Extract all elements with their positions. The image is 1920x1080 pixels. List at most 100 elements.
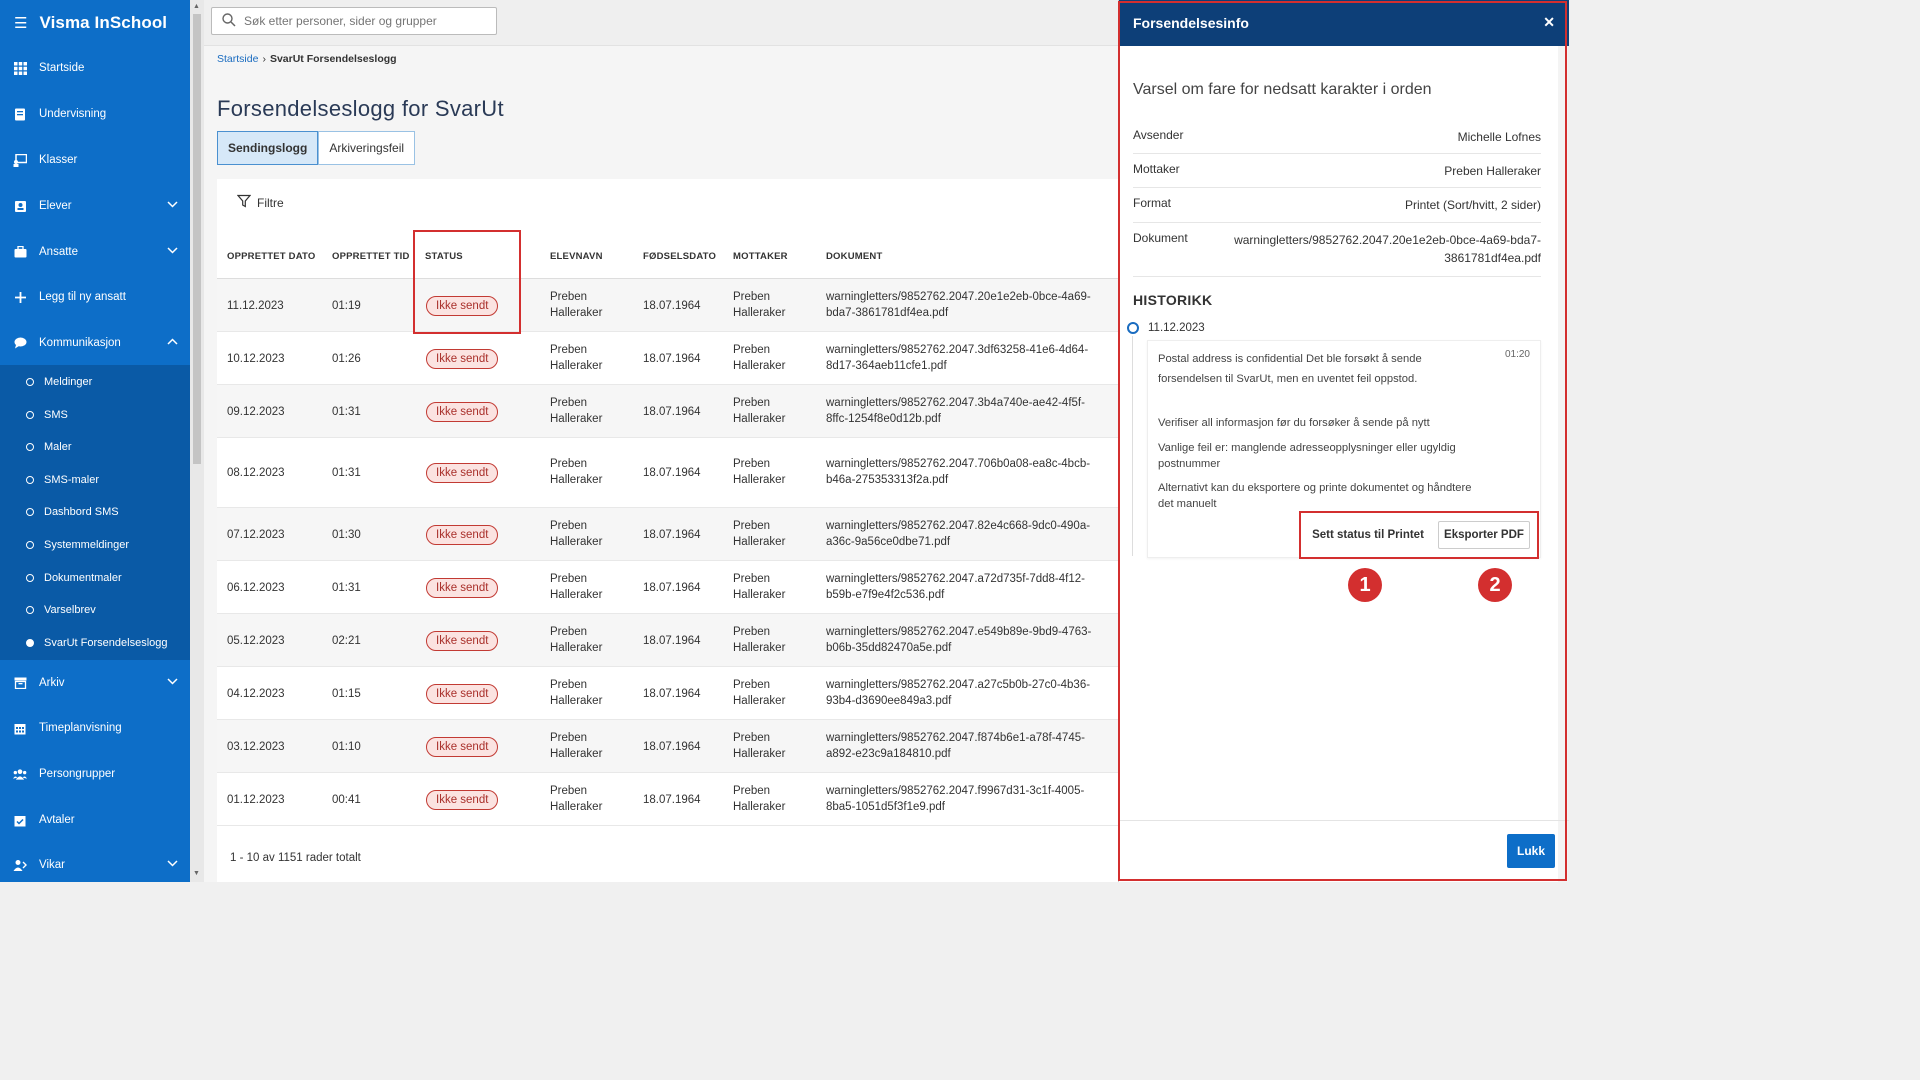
cell-recipient: Preben <box>733 458 771 470</box>
sidebar-item-klasser[interactable]: Klasser <box>0 140 190 180</box>
page-scrollbar[interactable]: ▲ ▼ <box>190 0 204 882</box>
sidebar-item-ansatte[interactable]: Ansatte <box>0 232 190 272</box>
sidebar-item-vikar[interactable]: Vikar <box>0 845 190 885</box>
sidebar-subitem-maler[interactable]: Maler <box>0 432 190 462</box>
scroll-up-icon[interactable]: ▲ <box>193 3 200 10</box>
sidebar-subitem-varselbrev[interactable]: Varselbrev <box>0 595 190 625</box>
column-header-opprettet-dato[interactable]: OPPRETTET DATO <box>227 251 316 262</box>
breadcrumb-home-link[interactable]: Startside <box>217 53 259 65</box>
cell-student-name: Halleraker <box>550 474 603 486</box>
cell-recipient: Halleraker <box>733 535 786 548</box>
table-row[interactable]: 11.12.2023 01:19 Preben Halleraker 18.07.196… <box>217 279 1118 332</box>
column-header-dokument[interactable]: DOKUMENT <box>826 251 883 262</box>
sidebar-item-legg-til-ny-ansatt[interactable]: Legg til ny ansatt <box>0 277 190 317</box>
chat-icon <box>13 336 27 350</box>
top-bar <box>204 0 1118 46</box>
sidebar-item-elever[interactable]: Elever <box>0 186 190 226</box>
sidebar-item-timeplanvisning[interactable]: Timeplanvisning <box>0 708 190 748</box>
status-badge: Ikke sendt <box>426 683 499 704</box>
close-icon[interactable]: ✕ <box>1543 14 1555 30</box>
search-input[interactable] <box>244 14 484 28</box>
table-row[interactable]: 03.12.2023 01:10 Preben Halleraker 18.07.196… <box>217 720 1118 773</box>
table-row[interactable]: 07.12.2023 01:30 Preben Halleraker 18.07.196… <box>217 508 1118 561</box>
close-button[interactable]: Lukk <box>1507 834 1555 868</box>
page-title: Forsendelseslogg for SvarUt <box>217 96 504 121</box>
scroll-down-icon[interactable]: ▼ <box>193 870 200 877</box>
history-message-line: postnummer <box>1158 458 1221 470</box>
menu-icon[interactable]: ☰ <box>14 15 28 32</box>
set-status-printed-button[interactable]: Sett status til Printet <box>1312 529 1424 541</box>
export-pdf-button[interactable]: Eksporter PDF <box>1438 521 1530 549</box>
cell-recipient: Preben <box>733 396 771 409</box>
history-message-line: Vanlige feil er: manglende adresseopplys… <box>1158 442 1456 454</box>
sidebar-subitem-meldinger[interactable]: Meldinger <box>0 367 190 397</box>
cell-document: b46a-275353313f2a.pdf <box>826 474 949 486</box>
cell-document: a36c-9a56ce0dbe71.pdf <box>826 535 951 548</box>
log-table-card: Filtre OPPRETTET DATO OPPRETTET TID STAT… <box>217 179 1118 882</box>
sidebar: ☰ Visma InSchool Startside Undervisning … <box>0 0 190 882</box>
cell-student-name: Halleraker <box>550 747 603 760</box>
sidebar-item-arkiv[interactable]: Arkiv <box>0 663 190 703</box>
sidebar-item-undervisning[interactable]: Undervisning <box>0 94 190 134</box>
info-value: warningletters/9852762.2047.20e1e2eb-0bc… <box>1234 231 1541 267</box>
info-row-dokument: Dokument warningletters/9852762.2047.20e… <box>1133 223 1541 277</box>
search-box[interactable] <box>211 7 497 35</box>
table-row[interactable]: 10.12.2023 01:26 Preben Halleraker 18.07.196… <box>217 332 1118 385</box>
substitute-icon <box>13 858 27 872</box>
cell-date: 09.12.2023 <box>227 405 285 418</box>
table-row[interactable]: 01.12.2023 00:41 Preben Halleraker 18.07.196… <box>217 773 1118 826</box>
cell-date: 01.12.2023 <box>227 793 285 806</box>
archive-icon <box>13 676 27 690</box>
tab-sendingslogg[interactable]: Sendingslogg <box>217 131 319 165</box>
cell-birthdate: 18.07.1964 <box>643 634 701 647</box>
column-header-status[interactable]: STATUS <box>425 251 463 262</box>
column-header-opprettet-tid[interactable]: OPPRETTET TID <box>332 251 410 262</box>
cell-time: 02:21 <box>332 634 361 647</box>
filter-button[interactable]: Filtre <box>236 194 284 211</box>
book-icon <box>13 107 27 121</box>
column-header-mottaker[interactable]: MOTTAKER <box>733 251 788 262</box>
sidebar-item-kommunikasjon[interactable]: Kommunikasjon <box>0 323 190 363</box>
sidebar-item-startside[interactable]: Startside <box>0 48 190 88</box>
cell-date: 10.12.2023 <box>227 352 285 365</box>
sidebar-subitem-dashbord-sms[interactable]: Dashbord SMS <box>0 497 190 527</box>
sidebar-subitem-systemmeldinger[interactable]: Systemmeldinger <box>0 530 190 560</box>
cell-student-name: Halleraker <box>550 359 603 372</box>
tab-arkiveringsfeil[interactable]: Arkiveringsfeil <box>318 131 416 165</box>
table-row[interactable]: 05.12.2023 02:21 Preben Halleraker 18.07.196… <box>217 614 1118 667</box>
cell-time: 01:10 <box>332 740 361 753</box>
circle-icon <box>26 411 34 419</box>
column-header-elevnavn[interactable]: ELEVNAVN <box>550 251 603 262</box>
table-row[interactable]: 08.12.2023 01:31 Preben Halleraker 18.07.196… <box>217 438 1118 508</box>
sidebar-item-persongrupper[interactable]: Persongrupper <box>0 754 190 794</box>
cell-birthdate: 18.07.1964 <box>643 405 701 418</box>
info-value-line: 3861781df4ea.pdf <box>1444 251 1541 265</box>
cell-time: 00:41 <box>332 793 361 806</box>
sidebar-subitem-svarut-forsendelseslogg[interactable]: SvarUt Forsendelseslogg <box>0 628 190 658</box>
timeline-line <box>1132 336 1133 556</box>
cell-student-name: Preben <box>550 519 588 532</box>
cell-recipient: Halleraker <box>733 694 786 707</box>
timeline-dot-icon <box>1127 322 1139 334</box>
table-row[interactable]: 04.12.2023 01:15 Preben Halleraker 18.07.196… <box>217 667 1118 720</box>
cell-time: 01:31 <box>332 405 361 418</box>
sidebar-subitem-sms[interactable]: SMS <box>0 400 190 430</box>
cell-date: 11.12.2023 <box>227 299 284 312</box>
circle-icon <box>26 378 34 386</box>
table-row[interactable]: 09.12.2023 01:31 Preben Halleraker 18.07.196… <box>217 385 1118 438</box>
cell-document: b06b-35dd82470a5e.pdf <box>826 641 952 654</box>
table-row[interactable]: 06.12.2023 01:31 Preben Halleraker 18.07.196… <box>217 561 1118 614</box>
sidebar-subitem-sms-maler[interactable]: SMS-maler <box>0 465 190 495</box>
cell-student-name: Halleraker <box>550 535 603 548</box>
sidebar-subitem-dokumentmaler[interactable]: Dokumentmaler <box>0 563 190 593</box>
cell-birthdate: 18.07.1964 <box>643 299 701 312</box>
scrollbar-thumb[interactable] <box>193 14 201 464</box>
sidebar-item-avtaler[interactable]: Avtaler <box>0 800 190 840</box>
panel-title: Forsendelsesinfo <box>1133 15 1249 31</box>
cell-student-name: Halleraker <box>550 588 603 601</box>
cell-date: 07.12.2023 <box>227 528 285 541</box>
column-header-fodselsdato[interactable]: FØDSELSDATO <box>643 251 717 262</box>
panel-scrollbar[interactable] <box>1558 46 1568 882</box>
sidebar-item-label: Kommunikasjon <box>39 337 121 349</box>
sidebar-item-label: Persongrupper <box>39 768 116 780</box>
